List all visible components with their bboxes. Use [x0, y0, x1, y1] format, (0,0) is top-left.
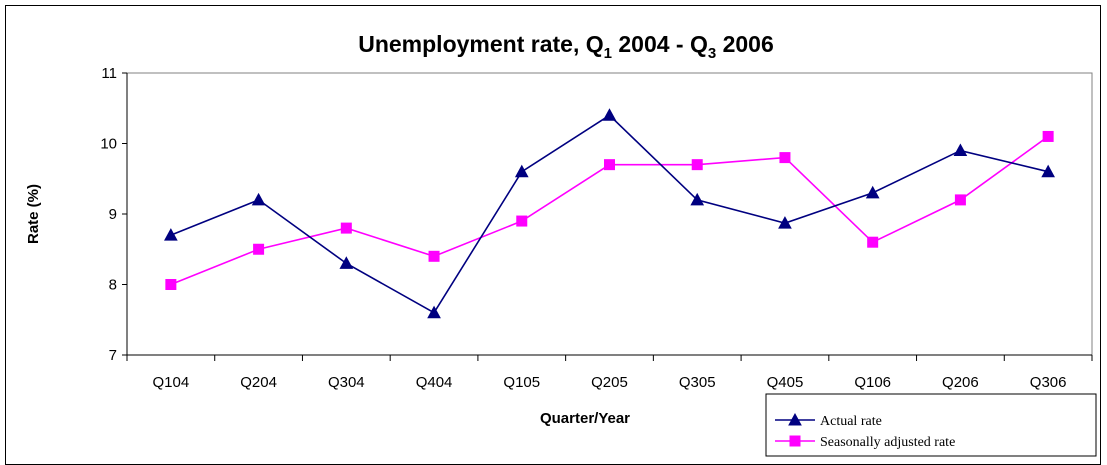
- data-point-seasonally-adjusted-rate: [253, 243, 265, 255]
- data-point-actual-rate: [164, 228, 178, 241]
- legend-marker-actual-rate: [788, 412, 802, 426]
- x-tick-label: Q106: [854, 374, 891, 391]
- data-point-seasonally-adjusted-rate: [691, 159, 703, 171]
- x-tick-label: Q206: [942, 374, 979, 391]
- legend-item-actual-rate: Actual rate: [775, 412, 882, 429]
- chart-title-part3: 2006: [716, 31, 774, 57]
- y-tick-label: 8: [109, 277, 117, 294]
- x-tick-label: Q305: [679, 374, 716, 391]
- x-axis: Q104 Q204 Q304 Q404 Q105 Q205 Q305 Q405 Q106 Q206…: [126, 354, 1093, 391]
- x-tick-label: Q405: [767, 374, 804, 391]
- legend-box: [765, 393, 1097, 457]
- series-layer: [164, 108, 1055, 319]
- data-point-actual-rate: [339, 256, 354, 269]
- y-axis-title: Rate (%): [25, 184, 42, 244]
- x-tick-label: Q204: [240, 374, 277, 391]
- data-point-seasonally-adjusted-rate: [867, 236, 879, 248]
- data-point-seasonally-adjusted-rate: [516, 215, 528, 227]
- data-point-actual-rate: [690, 192, 705, 206]
- series-actual-rate: [164, 108, 1055, 319]
- chart-title-part1: Unemployment rate, Q: [358, 31, 603, 57]
- data-point-seasonally-adjusted-rate: [165, 279, 177, 290]
- y-tick-label: 11: [101, 65, 117, 82]
- x-tick-label: Q304: [328, 374, 365, 391]
- y-tick-label: 7: [109, 347, 117, 364]
- data-point-actual-rate: [602, 108, 617, 121]
- chart-title-part2: 2004 - Q: [612, 31, 708, 57]
- data-point-seasonally-adjusted-rate: [604, 159, 615, 171]
- legend-marker-seasonally-adjusted-rate: [789, 435, 801, 447]
- data-point-actual-rate: [953, 143, 968, 157]
- data-point-seasonally-adjusted-rate: [1042, 130, 1054, 142]
- data-point-actual-rate: [865, 185, 880, 199]
- legend-item-seasonally-adjusted-rate: Seasonally adjusted rate: [775, 435, 955, 450]
- x-tick-label: Q306: [1030, 374, 1067, 391]
- legend: Actual rate Seasonally adjusted rate: [765, 393, 1097, 457]
- x-tick-label: Q205: [591, 374, 628, 391]
- data-point-actual-rate: [427, 305, 441, 319]
- x-tick-label: Q105: [503, 374, 540, 391]
- x-axis-title: Quarter/Year: [540, 410, 630, 427]
- data-point-seasonally-adjusted-rate: [779, 152, 791, 164]
- chart-title-subscript-1: 1: [604, 45, 612, 62]
- data-point-actual-rate: [514, 164, 529, 178]
- legend-label-seasonally-adjusted-rate: Seasonally adjusted rate: [820, 435, 955, 450]
- data-point-actual-rate: [251, 192, 266, 206]
- chart-title-subscript-2: 3: [708, 45, 716, 62]
- data-point-actual-rate: [1041, 164, 1055, 178]
- data-point-actual-rate: [778, 216, 792, 229]
- data-point-seasonally-adjusted-rate: [428, 250, 440, 262]
- y-tick-label: 10: [100, 136, 117, 153]
- y-axis: 7 8 9 10 11: [100, 65, 128, 364]
- data-point-seasonally-adjusted-rate: [340, 222, 352, 234]
- data-point-seasonally-adjusted-rate: [954, 194, 966, 206]
- legend-label-actual-rate: Actual rate: [820, 414, 882, 429]
- series-seasonally-adjusted-rate: [165, 130, 1054, 290]
- x-tick-label: Q104: [153, 374, 190, 391]
- y-tick-label: 9: [109, 206, 117, 223]
- chart-title: Unemployment rate, Q1 2004 - Q3 2006: [358, 31, 774, 62]
- x-tick-label: Q404: [416, 374, 453, 391]
